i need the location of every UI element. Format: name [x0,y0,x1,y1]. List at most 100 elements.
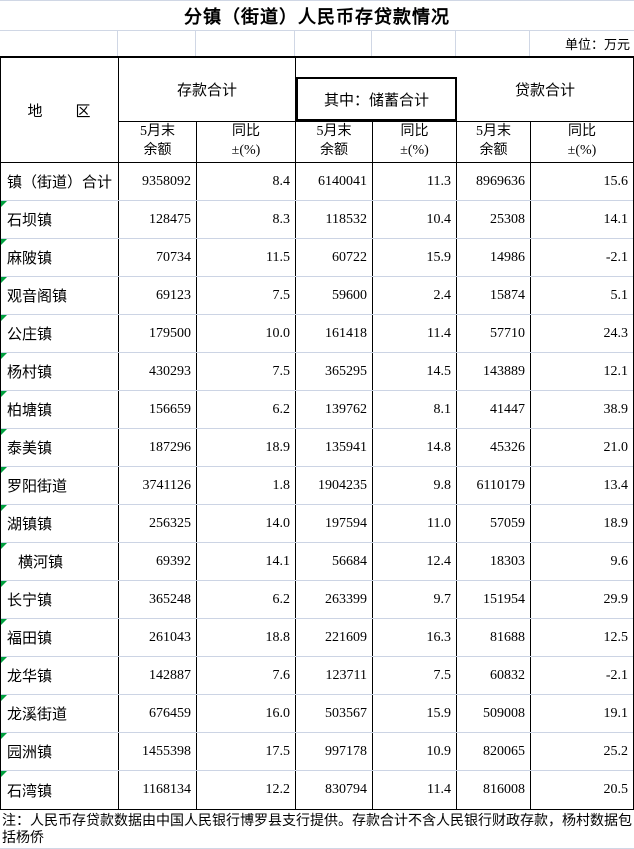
value-cell[interactable]: 151954 [457,581,531,618]
value-cell[interactable]: 25308 [457,201,531,238]
value-cell[interactable]: 13.4 [603,477,629,493]
value-cell[interactable]: 1168134 [119,771,197,809]
value-cell[interactable]: 24.3 [603,325,629,341]
value-cell[interactable]: 197594 [296,505,373,542]
value-cell[interactable]: 142887 [119,657,197,694]
value-cell[interactable]: 135941 [296,429,373,466]
value-cell[interactable]: 57710 [457,315,531,352]
header-deposits-total[interactable]: 存款合计 [119,58,296,121]
value-cell[interactable]: 14.1 [603,211,629,227]
value-cell[interactable]: 1904235 [296,467,373,504]
value-cell[interactable]: 128475 [119,201,197,238]
value-cell[interactable]: 7.5 [197,353,296,390]
value-cell[interactable]: 20.5 [603,782,629,797]
value-cell[interactable]: 21.0 [603,439,629,455]
value-cell[interactable]: 18303 [457,543,531,580]
value-cell[interactable]: 830794 [296,771,373,809]
value-cell[interactable]: 14.1 [197,543,296,580]
value-cell[interactable]: 820065 [457,733,531,770]
value-cell[interactable]: 118532 [296,201,373,238]
value-cell[interactable]: 38.9 [603,401,629,417]
value-cell[interactable]: 8969636 [457,163,531,200]
value-cell[interactable]: 143889 [457,353,531,390]
value-cell[interactable]: 6110179 [457,467,531,504]
value-cell[interactable]: 45326 [457,429,531,466]
value-cell[interactable]: 15.9 [373,695,457,732]
value-cell[interactable]: 11.4 [373,315,457,352]
value-cell[interactable]: 29.9 [603,591,629,607]
value-cell[interactable]: 14.0 [197,505,296,542]
header-region[interactable]: 地 区 [1,58,119,163]
value-cell[interactable]: 430293 [119,353,197,390]
value-cell[interactable]: 18.9 [197,429,296,466]
value-cell[interactable]: 57059 [457,505,531,542]
value-cell[interactable]: 8.1 [373,391,457,428]
value-cell[interactable]: 25.2 [603,743,629,759]
region-cell[interactable]: 福田镇 [1,619,119,656]
value-cell[interactable]: 7.5 [197,277,296,314]
region-cell[interactable]: 园洲镇 [1,733,119,770]
header-loan-balance[interactable]: 5月末 余额 [457,121,531,163]
region-cell[interactable]: 横河镇 [1,543,119,580]
value-cell[interactable]: 6.2 [197,581,296,618]
value-cell[interactable]: 14.5 [373,353,457,390]
region-cell[interactable]: 观音阁镇 [1,277,119,314]
header-deposit-yoy[interactable]: 同比 ±(%) [197,121,296,163]
region-cell[interactable]: 石湾镇 [1,771,119,809]
value-cell[interactable]: 179500 [119,315,197,352]
region-cell[interactable]: 麻陂镇 [1,239,119,276]
header-savings-balance[interactable]: 5月末 余额 [296,121,373,163]
region-cell[interactable]: 石坝镇 [1,201,119,238]
value-cell[interactable]: 8.3 [197,201,296,238]
value-cell[interactable]: 19.1 [603,705,629,721]
value-cell[interactable]: 56684 [296,543,373,580]
region-cell[interactable]: 湖镇镇 [1,505,119,542]
value-cell[interactable]: 365248 [119,581,197,618]
value-cell[interactable]: 17.5 [197,733,296,770]
value-cell[interactable]: 12.4 [373,543,457,580]
region-cell[interactable]: 罗阳街道 [1,467,119,504]
value-cell[interactable]: 18.9 [603,515,629,531]
region-cell[interactable]: 泰美镇 [1,429,119,466]
value-cell[interactable]: 221609 [296,619,373,656]
value-cell[interactable]: 503567 [296,695,373,732]
header-loan-yoy[interactable]: 同比 ±(%) [531,121,633,163]
value-cell[interactable]: 6140041 [296,163,373,200]
value-cell[interactable]: 12.2 [197,771,296,809]
value-cell[interactable]: 14986 [457,239,531,276]
value-cell[interactable]: 1.8 [197,467,296,504]
region-cell[interactable]: 长宁镇 [1,581,119,618]
value-cell[interactable]: 5.1 [610,287,629,303]
value-cell[interactable]: 676459 [119,695,197,732]
value-cell[interactable]: 69123 [119,277,197,314]
value-cell[interactable]: -2.1 [605,249,628,265]
value-cell[interactable]: 156659 [119,391,197,428]
value-cell[interactable]: 14.8 [373,429,457,466]
value-cell[interactable]: 81688 [457,619,531,656]
value-cell[interactable]: 7.6 [197,657,296,694]
region-cell[interactable]: 龙华镇 [1,657,119,694]
value-cell[interactable]: 18.8 [197,619,296,656]
header-deposit-balance[interactable]: 5月末 余额 [119,121,197,163]
value-cell[interactable]: 16.0 [197,695,296,732]
value-cell[interactable]: 139762 [296,391,373,428]
value-cell[interactable]: 11.5 [197,239,296,276]
header-savings-yoy[interactable]: 同比 ±(%) [373,121,457,163]
region-cell[interactable]: 杨村镇 [1,353,119,390]
region-cell[interactable]: 柏塘镇 [1,391,119,428]
value-cell[interactable]: 9.7 [373,581,457,618]
value-cell[interactable]: 12.1 [603,363,629,379]
value-cell[interactable]: 10.9 [373,733,457,770]
value-cell[interactable]: 6.2 [197,391,296,428]
value-cell[interactable]: 816008 [457,771,531,809]
value-cell[interactable]: 261043 [119,619,197,656]
value-cell[interactable]: 8.4 [197,163,296,200]
value-cell[interactable]: 12.5 [603,629,629,645]
value-cell[interactable]: 2.4 [373,277,457,314]
value-cell[interactable]: 11.3 [373,163,457,200]
region-cell[interactable]: 镇（街道）合计 [1,163,119,200]
value-cell[interactable]: 256325 [119,505,197,542]
value-cell[interactable]: 509008 [457,695,531,732]
value-cell[interactable]: 41447 [457,391,531,428]
value-cell[interactable]: 11.0 [373,505,457,542]
